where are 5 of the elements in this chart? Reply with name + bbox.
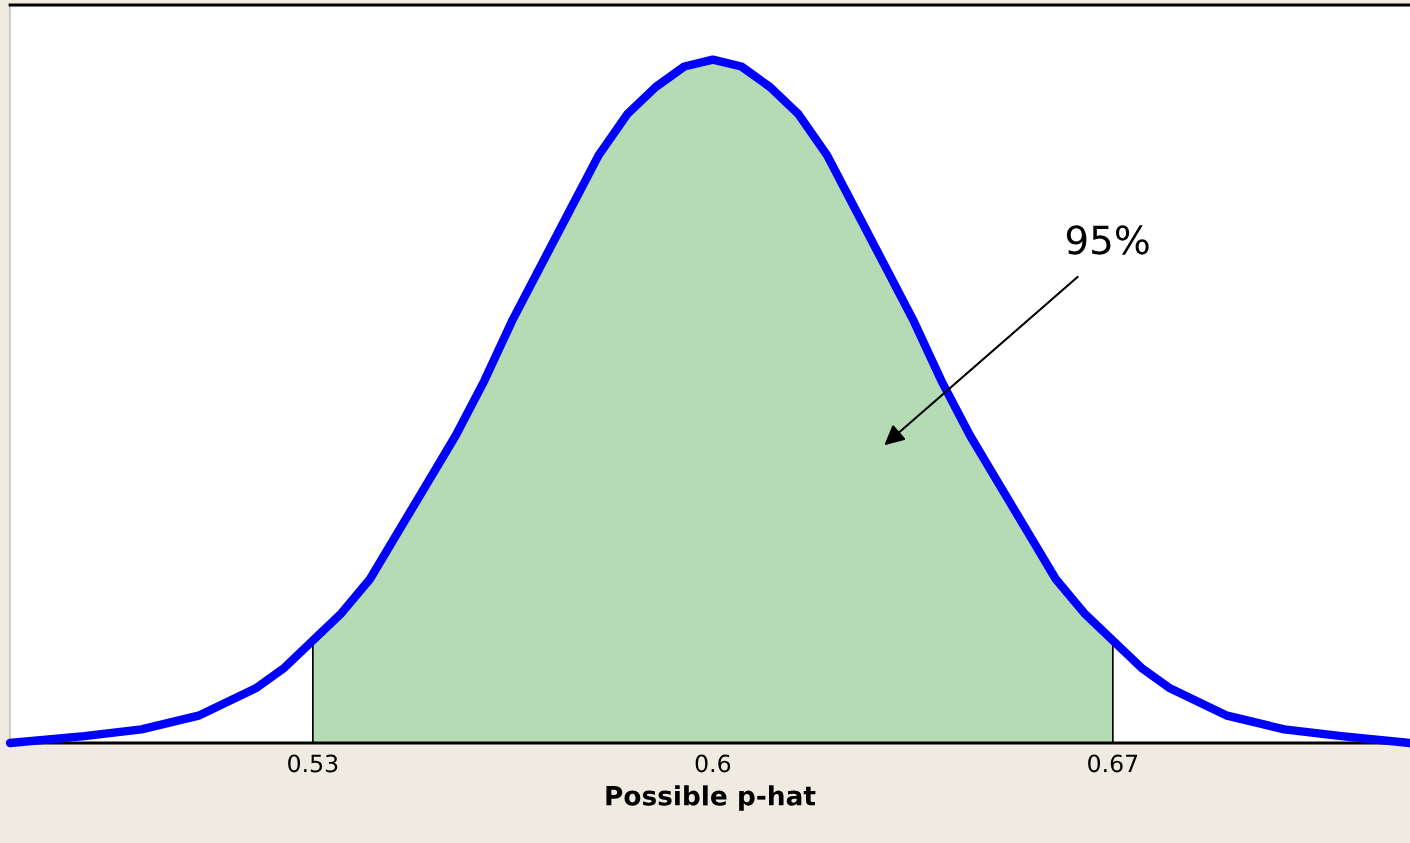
x-tick-label: 0.6 xyxy=(695,754,731,773)
annotation: 95% xyxy=(1066,225,1149,255)
x-tick-label: 0.67 xyxy=(1088,754,1138,773)
x-tick-label: 0.53 xyxy=(288,754,338,773)
x-axis-title: Possible p-hat xyxy=(606,785,816,811)
